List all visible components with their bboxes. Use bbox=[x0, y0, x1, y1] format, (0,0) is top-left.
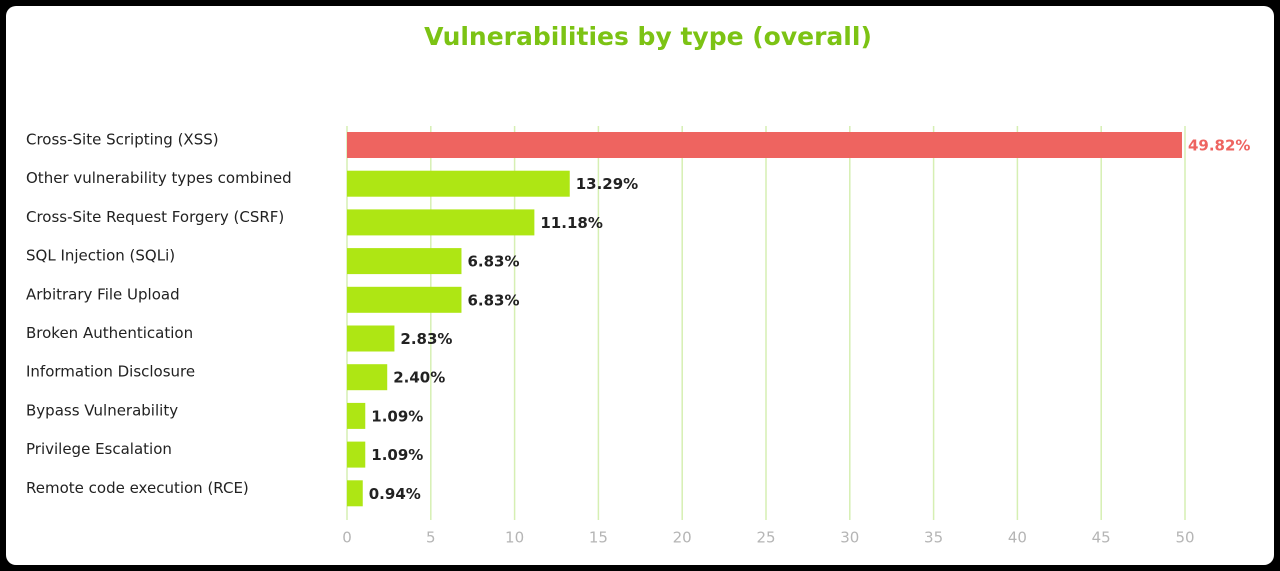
value-label: 49.82% bbox=[1188, 137, 1250, 155]
value-label: 0.94% bbox=[369, 485, 421, 503]
x-tick-label: 15 bbox=[589, 529, 608, 547]
x-tick-label: 10 bbox=[505, 529, 524, 547]
y-tick-label: Arbitrary File Upload bbox=[26, 285, 180, 303]
bar bbox=[347, 364, 388, 391]
y-tick-label: Information Disclosure bbox=[26, 363, 195, 381]
x-tick-label: 20 bbox=[673, 529, 692, 547]
bar bbox=[347, 248, 462, 275]
y-tick-label: Bypass Vulnerability bbox=[26, 401, 178, 419]
value-label: 2.83% bbox=[400, 330, 452, 348]
y-tick-label: Cross-Site Request Forgery (CSRF) bbox=[26, 208, 284, 226]
bar bbox=[347, 325, 395, 352]
y-tick-label: SQL Injection (SQLi) bbox=[26, 247, 175, 265]
value-label: 6.83% bbox=[467, 253, 519, 271]
y-tick-label: Broken Authentication bbox=[26, 324, 193, 342]
value-label: 2.40% bbox=[393, 369, 445, 387]
bar bbox=[347, 170, 570, 197]
x-tick-label: 30 bbox=[840, 529, 859, 547]
y-tick-label: Cross-Site Scripting (XSS) bbox=[26, 131, 219, 149]
bar bbox=[347, 286, 462, 313]
value-label: 1.09% bbox=[371, 407, 423, 425]
y-tick-label: Privilege Escalation bbox=[26, 440, 172, 458]
x-tick-label: 35 bbox=[924, 529, 943, 547]
x-tick-label: 45 bbox=[1092, 529, 1111, 547]
x-tick-label: 40 bbox=[1008, 529, 1027, 547]
chart-title: Vulnerabilities by type (overall) bbox=[424, 22, 872, 51]
y-tick-label: Remote code execution (RCE) bbox=[26, 479, 249, 497]
value-label: 13.29% bbox=[576, 175, 638, 193]
bar bbox=[347, 209, 535, 236]
x-tick-label: 0 bbox=[342, 529, 352, 547]
y-tick-label: Other vulnerability types combined bbox=[26, 169, 292, 187]
x-tick-label: 25 bbox=[756, 529, 775, 547]
bar bbox=[347, 402, 366, 429]
bar bbox=[347, 441, 366, 468]
bar bbox=[347, 132, 1182, 158]
bar bbox=[347, 480, 363, 507]
x-tick-label: 5 bbox=[426, 529, 436, 547]
value-label: 6.83% bbox=[467, 291, 519, 309]
value-label: 1.09% bbox=[371, 446, 423, 464]
value-label: 11.18% bbox=[540, 214, 602, 232]
x-tick-label: 50 bbox=[1175, 529, 1194, 547]
